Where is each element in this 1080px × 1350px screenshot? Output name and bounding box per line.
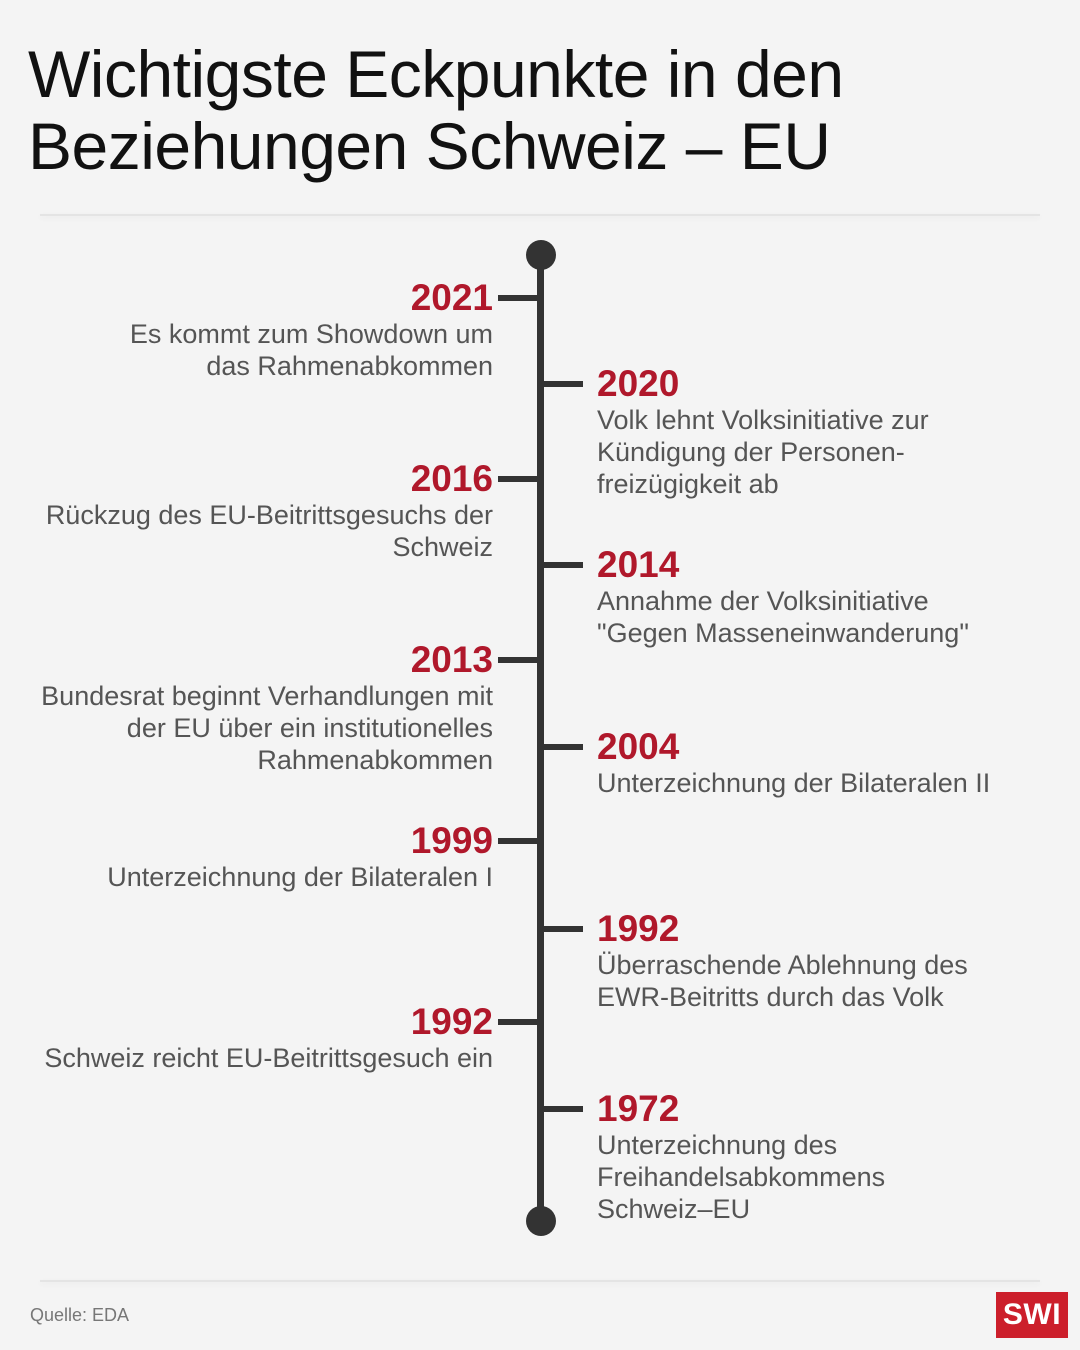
- timeline-end-dot: [526, 1206, 556, 1236]
- event-year: 2020: [597, 363, 680, 404]
- timeline-start-dot: [526, 240, 556, 270]
- event-description: Unterzeichnung der Bilateralen I: [107, 862, 493, 892]
- event-year: 2021: [410, 277, 493, 318]
- timeline-tick: [541, 1106, 583, 1112]
- event-description: Schweiz reicht EU-Beitrittsgesuch ein: [44, 1043, 493, 1073]
- event-description: Annahme der Volksinitiative "Gegen Masse…: [597, 586, 969, 648]
- event-description: Rückzug des EU-Beitrittsgesuchs der Schw…: [45, 500, 493, 562]
- event-description: Unterzeichnung der Bilateralen II: [597, 768, 991, 798]
- timeline-event: 2021 Es kommt zum Showdown um das Rahmen…: [23, 278, 493, 382]
- event-description: Volk lehnt Volksinitiative zur Kündigung…: [597, 405, 929, 499]
- event-year: 1999: [410, 820, 493, 861]
- timeline-tick: [541, 381, 583, 387]
- timeline-tick: [498, 1019, 540, 1025]
- timeline-event: 1992 Schweiz reicht EU-Beitrittsgesuch e…: [23, 1002, 493, 1074]
- event-year: 1992: [410, 1001, 493, 1042]
- timeline-event: 1992 Überraschende Ablehnung des EWR-Bei…: [597, 909, 1057, 1013]
- event-year: 2016: [410, 458, 493, 499]
- timeline-tick: [498, 657, 540, 663]
- timeline-tick: [498, 295, 540, 301]
- event-description: Überraschende Ablehnung des EWR-Beitritt…: [597, 950, 968, 1012]
- top-divider: [40, 214, 1040, 216]
- timeline-tick: [541, 926, 583, 932]
- bottom-divider: [40, 1280, 1040, 1282]
- event-year: 2014: [597, 544, 680, 585]
- timeline-event: 1999 Unterzeichnung der Bilateralen I: [23, 821, 493, 893]
- event-description: Es kommt zum Showdown um das Rahmenabkom…: [129, 319, 493, 381]
- event-description: Unterzeichnung des Freihandelsabkommens …: [597, 1130, 886, 1224]
- timeline-event: 1972 Unterzeichnung des Freihandelsabkom…: [597, 1089, 1057, 1225]
- event-year: 2004: [597, 726, 680, 767]
- timeline-tick: [498, 476, 540, 482]
- timeline-tick: [541, 744, 583, 750]
- source-credit: Quelle: EDA: [30, 1305, 130, 1325]
- timeline-event: 2014 Annahme der Volksinitiative "Gegen …: [597, 545, 1057, 649]
- event-year: 1992: [597, 908, 680, 949]
- event-year: 1972: [597, 1088, 680, 1129]
- timeline-axis: [537, 255, 544, 1220]
- swi-logo: SWI: [996, 1292, 1068, 1338]
- timeline-tick: [541, 562, 583, 568]
- timeline-event: 2016 Rückzug des EU-Beitrittsgesuchs der…: [23, 459, 493, 563]
- event-year: 2013: [410, 639, 493, 680]
- timeline-event: 2020 Volk lehnt Volksinitiative zur Künd…: [597, 364, 1057, 500]
- timeline-event: 2004 Unterzeichnung der Bilateralen II: [597, 727, 1057, 799]
- timeline-event: 2013 Bundesrat beginnt Verhandlungen mit…: [23, 640, 493, 776]
- page-title: Wichtigste Eckpunkte in den Beziehungen …: [28, 37, 844, 183]
- timeline-tick: [498, 838, 540, 844]
- event-description: Bundesrat beginnt Verhandlungen mit der …: [41, 681, 493, 775]
